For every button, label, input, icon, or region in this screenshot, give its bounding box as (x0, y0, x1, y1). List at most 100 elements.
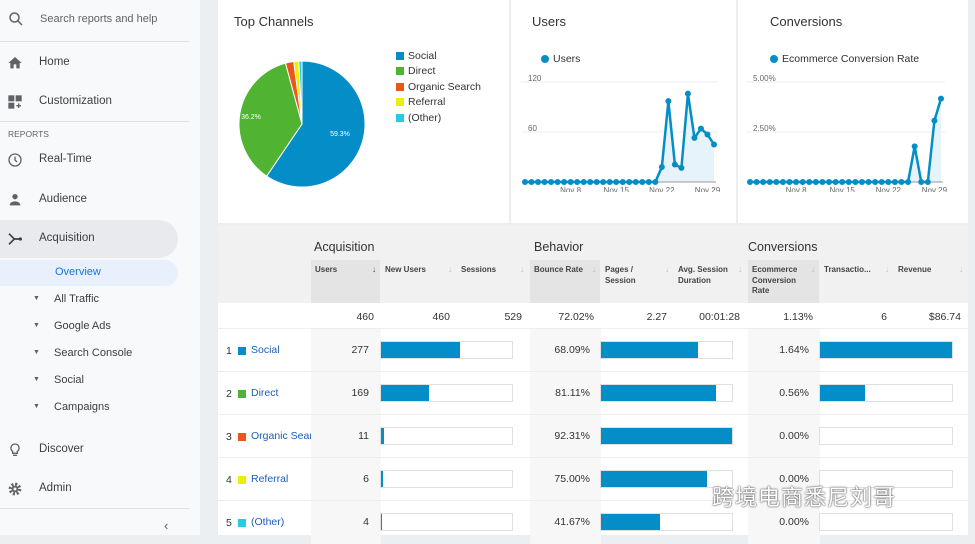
data-point[interactable] (839, 179, 846, 185)
data-point[interactable] (652, 179, 659, 185)
data-point[interactable] (819, 179, 826, 185)
data-point[interactable] (898, 179, 905, 185)
search-input[interactable]: Search reports and help (40, 13, 158, 25)
sort-arrow-icon[interactable]: ↓ (959, 265, 963, 274)
data-point[interactable] (587, 179, 594, 185)
data-point[interactable] (766, 179, 773, 185)
legend-item[interactable]: Social (396, 48, 481, 64)
legend-item[interactable]: Referral (396, 95, 481, 111)
data-point[interactable] (858, 179, 865, 185)
pie-slice--other-[interactable] (298, 60, 303, 125)
data-point[interactable] (753, 179, 760, 185)
nav-home[interactable]: Home (0, 44, 190, 82)
data-point[interactable] (747, 179, 753, 185)
data-point[interactable] (938, 95, 944, 102)
sort-arrow-icon[interactable]: ↓ (448, 265, 452, 274)
data-point[interactable] (711, 141, 717, 148)
sort-arrow-icon[interactable]: ↓ (665, 265, 669, 274)
data-point[interactable] (541, 179, 548, 185)
channel-link[interactable]: Social (251, 344, 280, 356)
search-box[interactable]: Search reports and help (0, 0, 190, 42)
legend-item[interactable]: (Other) (396, 110, 481, 126)
data-point[interactable] (671, 161, 678, 168)
data-point[interactable] (918, 179, 925, 185)
legend-item[interactable]: Direct (396, 64, 481, 80)
channel-link[interactable]: Direct (251, 387, 279, 399)
nav-acquisition[interactable]: Acquisition (0, 220, 178, 258)
data-point[interactable] (911, 143, 918, 150)
nav-discover[interactable]: Discover (0, 431, 190, 469)
data-point[interactable] (593, 179, 600, 185)
sort-arrow-icon[interactable]: ↓ (372, 265, 376, 274)
data-point[interactable] (567, 179, 574, 185)
nav-customization[interactable]: Customization (0, 83, 190, 121)
nav-admin[interactable]: Admin (0, 470, 190, 508)
data-point[interactable] (793, 179, 800, 185)
data-point[interactable] (606, 179, 613, 185)
data-point[interactable] (684, 90, 691, 97)
sort-arrow-icon[interactable]: ↓ (520, 265, 524, 274)
column-header[interactable]: Sessions ↓ (457, 260, 528, 303)
data-point[interactable] (872, 179, 879, 185)
data-point[interactable] (799, 179, 806, 185)
data-point[interactable] (645, 179, 652, 185)
data-point[interactable] (658, 164, 665, 170)
pie-slice-social[interactable] (265, 60, 366, 188)
column-header[interactable]: Revenue ↓ (894, 260, 967, 303)
data-point[interactable] (528, 179, 535, 185)
data-point[interactable] (760, 179, 767, 185)
pie-slice-direct[interactable] (238, 62, 303, 177)
data-point[interactable] (626, 179, 633, 185)
column-header[interactable]: Ecommerce Conversion Rate ↓ (748, 260, 819, 303)
data-point[interactable] (924, 179, 931, 185)
nav-campaigns[interactable]: ▼ Campaigns (0, 395, 178, 421)
channel-link[interactable]: Organic Sear (251, 430, 311, 442)
column-header[interactable]: Avg. Session Duration ↓ (674, 260, 746, 303)
data-point[interactable] (812, 179, 819, 185)
column-header[interactable]: Users ↓ (311, 260, 380, 303)
nav-audience[interactable]: Audience (0, 181, 190, 219)
data-point[interactable] (580, 179, 587, 185)
channel-link[interactable]: (Other) (251, 516, 285, 528)
data-point[interactable] (786, 179, 793, 185)
data-point[interactable] (905, 179, 912, 185)
data-point[interactable] (619, 179, 626, 185)
data-point[interactable] (561, 179, 568, 185)
data-point[interactable] (665, 98, 672, 105)
sort-arrow-icon[interactable]: ↓ (738, 265, 742, 274)
data-point[interactable] (852, 179, 859, 185)
nav-overview[interactable]: Overview (0, 260, 178, 286)
sort-arrow-icon[interactable]: ↓ (592, 265, 596, 274)
data-point[interactable] (574, 179, 581, 185)
data-point[interactable] (600, 179, 607, 185)
data-point[interactable] (522, 179, 528, 185)
data-point[interactable] (691, 134, 698, 141)
data-point[interactable] (865, 179, 872, 185)
data-point[interactable] (613, 179, 620, 185)
column-header[interactable]: Bounce Rate ↓ (530, 260, 600, 303)
column-header[interactable]: Transactio... ↓ (820, 260, 893, 303)
nav-realtime[interactable]: Real-Time (0, 141, 190, 179)
data-point[interactable] (773, 179, 780, 185)
nav-social[interactable]: ▼ Social (0, 368, 178, 394)
sort-arrow-icon[interactable]: ↓ (811, 265, 815, 274)
collapse-sidebar-icon[interactable]: ‹ (164, 518, 169, 533)
data-point[interactable] (931, 117, 938, 124)
data-point[interactable] (826, 179, 833, 185)
column-header[interactable]: Pages / Session ↓ (601, 260, 673, 303)
nav-all-traffic[interactable]: ▼ All Traffic (0, 287, 178, 313)
data-point[interactable] (845, 179, 852, 185)
data-point[interactable] (697, 125, 704, 132)
column-header[interactable]: New Users ↓ (381, 260, 456, 303)
sort-arrow-icon[interactable]: ↓ (885, 265, 889, 274)
data-point[interactable] (878, 179, 885, 185)
data-point[interactable] (535, 179, 542, 185)
legend-item[interactable]: Organic Search (396, 79, 481, 95)
data-point[interactable] (885, 179, 892, 185)
channel-link[interactable]: Referral (251, 473, 289, 485)
data-point[interactable] (639, 179, 646, 185)
data-point[interactable] (779, 179, 786, 185)
data-point[interactable] (548, 179, 555, 185)
data-point[interactable] (806, 179, 813, 185)
nav-google-ads[interactable]: ▼ Google Ads (0, 314, 178, 340)
